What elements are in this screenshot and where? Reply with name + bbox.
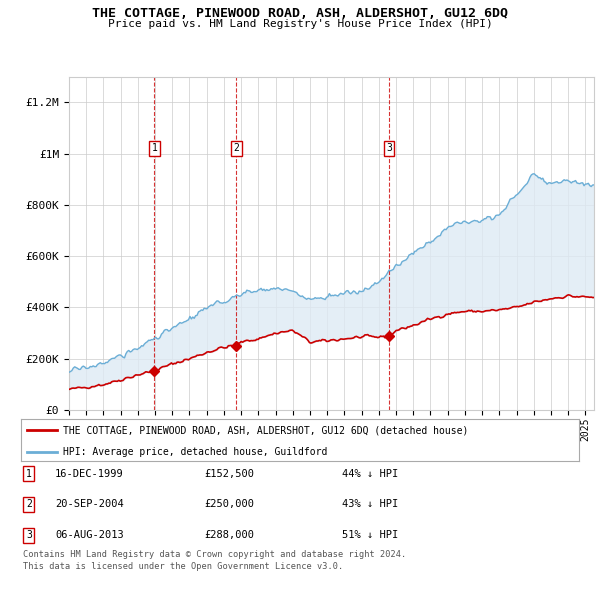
Text: 3: 3: [386, 143, 392, 153]
Text: 1: 1: [151, 143, 157, 153]
Text: £152,500: £152,500: [204, 469, 254, 478]
Text: 2: 2: [26, 500, 32, 509]
Text: 51% ↓ HPI: 51% ↓ HPI: [342, 530, 398, 540]
Text: 44% ↓ HPI: 44% ↓ HPI: [342, 469, 398, 478]
Text: 20-SEP-2004: 20-SEP-2004: [55, 500, 124, 509]
Text: THE COTTAGE, PINEWOOD ROAD, ASH, ALDERSHOT, GU12 6DQ (detached house): THE COTTAGE, PINEWOOD ROAD, ASH, ALDERSH…: [63, 425, 468, 435]
Text: THE COTTAGE, PINEWOOD ROAD, ASH, ALDERSHOT, GU12 6DQ: THE COTTAGE, PINEWOOD ROAD, ASH, ALDERSH…: [92, 7, 508, 20]
Text: 3: 3: [26, 530, 32, 540]
Text: 2: 2: [233, 143, 239, 153]
Text: £288,000: £288,000: [204, 530, 254, 540]
Text: 1: 1: [26, 469, 32, 478]
Text: HPI: Average price, detached house, Guildford: HPI: Average price, detached house, Guil…: [63, 447, 327, 457]
Text: 06-AUG-2013: 06-AUG-2013: [55, 530, 124, 540]
Text: Contains HM Land Registry data © Crown copyright and database right 2024.: Contains HM Land Registry data © Crown c…: [23, 550, 406, 559]
Text: 16-DEC-1999: 16-DEC-1999: [55, 469, 124, 478]
Text: This data is licensed under the Open Government Licence v3.0.: This data is licensed under the Open Gov…: [23, 562, 343, 571]
Text: £250,000: £250,000: [204, 500, 254, 509]
Text: 43% ↓ HPI: 43% ↓ HPI: [342, 500, 398, 509]
Text: Price paid vs. HM Land Registry's House Price Index (HPI): Price paid vs. HM Land Registry's House …: [107, 19, 493, 29]
